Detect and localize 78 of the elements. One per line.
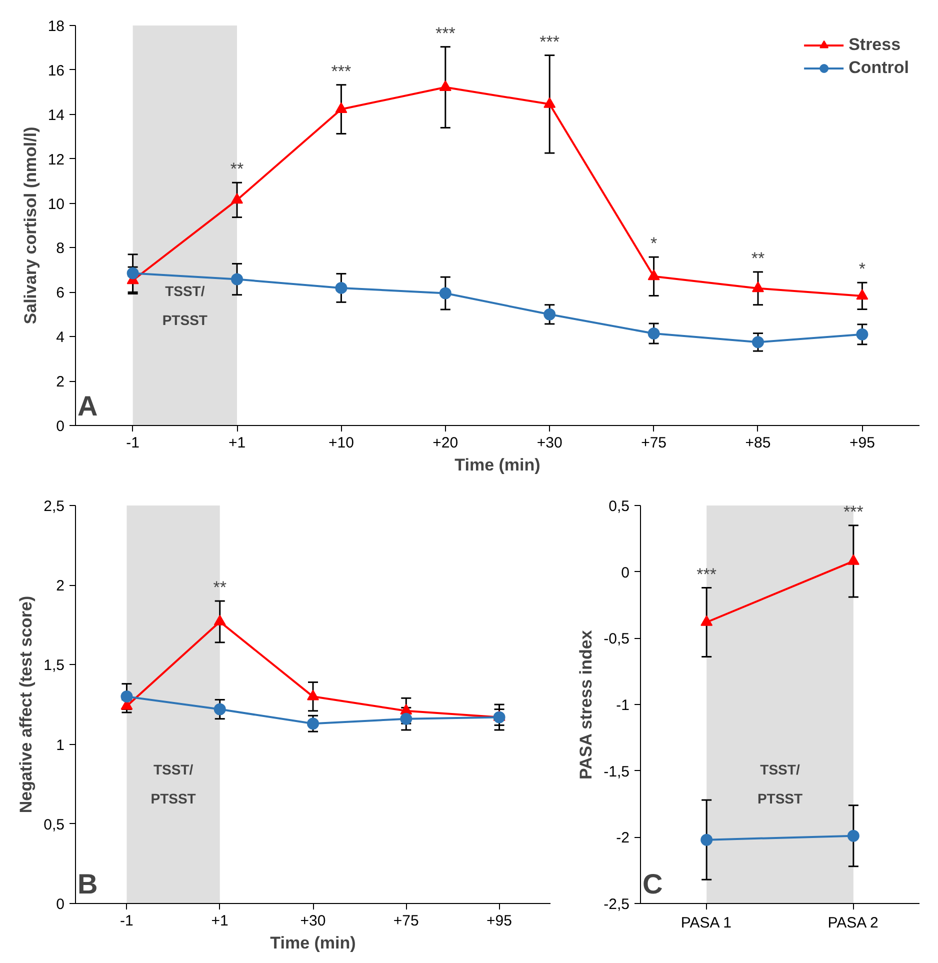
annotation: B: [78, 868, 98, 900]
point: [335, 282, 348, 294]
band-label: TSST/ PTSST: [162, 283, 208, 328]
y-axis-title: Negative affect (test score): [16, 596, 36, 814]
y-tick-label: 2,5: [44, 498, 65, 515]
x-tick-label: PASA 2: [828, 914, 878, 932]
y-tick-label: 6: [56, 284, 64, 302]
x-tick-label: +85: [745, 434, 771, 452]
data-label: ***: [540, 32, 560, 52]
x-tick-label: +10: [328, 434, 354, 452]
y-tick-label: 2: [56, 374, 64, 391]
x-axis-title: Time (min): [454, 456, 540, 474]
annotation: C: [642, 868, 663, 900]
point: [648, 270, 660, 280]
annotation: A: [78, 390, 98, 422]
point: [231, 193, 244, 204]
data-label: ***: [843, 502, 864, 522]
x-tick-label: +30: [300, 912, 326, 930]
data-label: **: [230, 160, 244, 179]
y-tick-label: 10: [48, 196, 65, 213]
y-tick-label: -2: [616, 830, 630, 847]
x-tick-label: +75: [641, 434, 667, 452]
legend-label: Control: [848, 58, 909, 78]
x-tick-label: +95: [849, 434, 875, 452]
point: [231, 273, 244, 286]
y-axis-title: PASA stress index: [576, 630, 596, 780]
y-tick-label: 1,5: [44, 657, 65, 674]
y-tick-label: 2: [56, 578, 64, 595]
y-tick-label: 18: [48, 18, 65, 35]
y-tick-label: 12: [48, 151, 65, 168]
x-tick-label: +1: [211, 912, 228, 930]
y-tick-label: 1: [56, 736, 64, 754]
point: [648, 328, 660, 340]
point: [700, 834, 713, 846]
point: [856, 328, 868, 340]
y-tick-label: -1: [616, 697, 630, 714]
band-label: TSST/ PTSST: [150, 762, 196, 806]
x-tick-label: +1: [228, 434, 246, 452]
point: [856, 289, 868, 300]
band-label: TSST/ PTSST: [757, 762, 804, 806]
data-label: **: [751, 248, 765, 268]
y-tick-label: 0,5: [608, 498, 630, 515]
point: [544, 308, 556, 320]
x-tick-label: +75: [393, 912, 419, 930]
data-label: ***: [435, 24, 456, 43]
data-label: *: [858, 260, 866, 279]
data-label: ***: [696, 564, 717, 584]
y-tick-label: 16: [48, 62, 65, 80]
point: [335, 102, 348, 113]
x-tick-label: -1: [126, 434, 140, 452]
point: [752, 336, 764, 348]
x-tick-label: +20: [432, 434, 458, 452]
point: [544, 97, 556, 108]
data-label: ***: [331, 62, 352, 81]
x-tick-label: +95: [486, 912, 512, 930]
point: [439, 80, 452, 91]
data-label: *: [650, 234, 658, 254]
y-tick-label: 0: [56, 896, 64, 913]
x-axis-title: Time (min): [270, 934, 356, 952]
y-tick-label: -0,5: [604, 630, 630, 648]
y-tick-label: 4: [56, 329, 64, 346]
data-label: **: [213, 578, 227, 598]
y-tick-label: 8: [56, 240, 64, 258]
y-tick-label: 0,5: [44, 816, 65, 834]
point: [752, 282, 764, 292]
y-tick-label: 0: [621, 564, 630, 582]
y-axis-title: Salivary cortisol (nmol/l): [20, 126, 40, 324]
point: [126, 267, 139, 280]
y-tick-label: -1,5: [604, 763, 630, 780]
y-tick-label: -2,5: [604, 896, 630, 913]
x-tick-label: +30: [536, 434, 562, 452]
y-tick-label: 0: [56, 418, 64, 435]
x-tick-label: PASA 1: [680, 914, 732, 932]
point: [439, 287, 452, 300]
y-tick-label: 14: [48, 106, 65, 124]
point: [847, 830, 860, 842]
legend-label: Stress: [848, 35, 901, 55]
x-tick-label: -1: [120, 912, 134, 930]
